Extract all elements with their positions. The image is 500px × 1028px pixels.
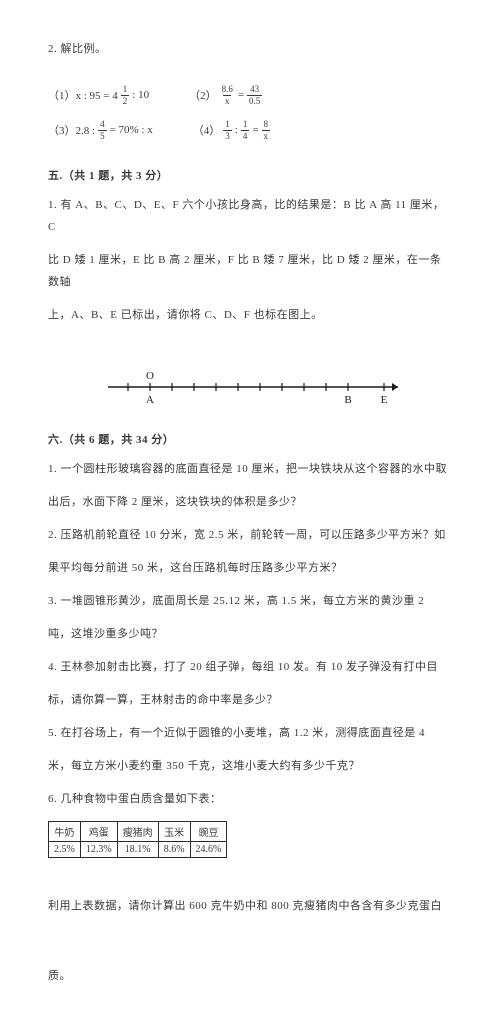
eq4-b-den: 4 [241, 130, 250, 141]
s6-q4-l1: 4. 王林参加射击比赛，打了 20 组子弹，每组 10 发。有 10 发子弹没有… [48, 656, 452, 678]
table-row: 2.5%12.3%18.1%8.6%24.6% [49, 841, 227, 857]
eq4-frac-b: 1 4 [241, 120, 250, 141]
s6-q2-l1: 2. 压路机前轮直径 10 分米，宽 2.5 米，前轮转一周，可以压路多少平方米… [48, 524, 452, 546]
eq3-frac-den: 5 [98, 130, 107, 141]
table-cell: 12.3% [80, 841, 117, 857]
table-header-cell: 牛奶 [49, 821, 81, 841]
table-header-cell: 玉米 [158, 821, 190, 841]
eq2-l-num: 8.6 [220, 85, 235, 95]
eq-4: （4） 1 3 : 1 4 = 8 x [193, 120, 271, 141]
eq1-frac-num: 1 [121, 85, 130, 95]
s6-q4-l2: 标，请你算一算，王林射击的命中率是多少？ [48, 689, 452, 711]
s6-q5-l1: 5. 在打谷场上，有一个近似于圆锥的小麦堆，高 1.2 米，测得底面直径是 4 [48, 722, 452, 744]
eq2-r-den: 0.5 [247, 95, 262, 106]
eq3-suffix: = 70% : x [110, 124, 153, 136]
eq4-frac-a: 1 3 [223, 120, 232, 141]
eq1-prefix: （1）x : 95 = 4 [48, 87, 118, 103]
eq2-l-den: x [223, 95, 232, 106]
eq2-eq: = [238, 89, 244, 101]
table-row: 牛奶鸡蛋瘦猪肉玉米豌豆 [49, 821, 227, 841]
eq2-r-num: 43 [248, 85, 261, 95]
table-cell: 18.1% [117, 841, 158, 857]
eq4-c-den: x [262, 130, 271, 141]
s6-q6-l1: 6. 几种食物中蛋白质含量如下表： [48, 788, 452, 810]
eq1-frac-den: 2 [121, 95, 130, 106]
eq4-a-num: 1 [223, 120, 232, 130]
eq4-frac-c: 8 x [262, 120, 271, 141]
svg-text:O: O [146, 370, 154, 382]
eq4-b-num: 1 [241, 120, 250, 130]
number-line-figure: AO B E [48, 361, 448, 411]
equation-row-1: （1）x : 95 = 4 1 2 : 10 （2） 8.6 x = 43 0.… [48, 85, 452, 106]
s5-q1-l3: 上，A、B、E 已标出，请你将 C、D、F 也标在图上。 [48, 304, 452, 326]
eq4-prefix: （4） [193, 122, 221, 138]
eq2-frac-l: 8.6 x [220, 85, 235, 106]
eq2-frac-r: 43 0.5 [247, 85, 262, 106]
s5-q1-l1: 1. 有 A、B、C、D、E、F 六个小孩比身高，比的结果是：B 比 A 高 1… [48, 194, 452, 238]
svg-text:A: A [146, 394, 154, 406]
protein-table: 牛奶鸡蛋瘦猪肉玉米豌豆 2.5%12.3%18.1%8.6%24.6% [48, 821, 227, 858]
eq1-frac: 1 2 [121, 85, 130, 106]
equation-row-2: （3）2.8 : 4 5 = 70% : x （4） 1 3 : 1 4 [48, 120, 452, 141]
eq3-prefix: （3）2.8 : [48, 122, 95, 138]
eq4-a-den: 3 [223, 130, 232, 141]
table-cell: 8.6% [158, 841, 190, 857]
table-header-cell: 豌豆 [190, 821, 227, 841]
table-header-cell: 鸡蛋 [80, 821, 117, 841]
q2-title: 2. 解比例。 [48, 40, 452, 59]
eq4-eq: = [252, 124, 258, 136]
svg-text:B: B [344, 394, 351, 406]
section-6-title: 六.（共 6 题，共 34 分） [48, 431, 452, 447]
eq2-prefix: （2） [189, 87, 217, 103]
eq-2: （2） 8.6 x = 43 0.5 [189, 85, 263, 106]
s6-tail-l1: 利用上表数据，请你计算出 600 克牛奶中和 800 克瘦猪肉中各含有多少克蛋白 [48, 895, 452, 917]
eq-1: （1）x : 95 = 4 1 2 : 10 [48, 85, 149, 106]
eq3-frac: 4 5 [98, 120, 107, 141]
s6-tail-l2: 质。 [48, 965, 452, 987]
s6-q5-l2: 米，每立方米小麦约重 350 千克，这堆小麦大约有多少千克？ [48, 755, 452, 777]
table-cell: 24.6% [190, 841, 227, 857]
s6-q2-l2: 果平均每分前进 50 米，这台压路机每时压路多少平方米？ [48, 557, 452, 579]
s5-q1-l2: 比 D 矮 1 厘米，E 比 B 高 2 厘米，F 比 B 矮 7 厘米，比 D… [48, 249, 452, 293]
section-5-title: 五.（共 1 题，共 3 分） [48, 167, 452, 183]
table-header-cell: 瘦猪肉 [117, 821, 158, 841]
equation-block: （1）x : 95 = 4 1 2 : 10 （2） 8.6 x = 43 0.… [48, 85, 452, 141]
svg-text:E: E [381, 394, 388, 406]
s6-q1-l2: 出后，水面下降 2 厘米，这块铁块的体积是多少？ [48, 491, 452, 513]
s6-q3-l2: 吨，这堆沙重多少吨？ [48, 623, 452, 645]
eq1-suffix: : 10 [132, 89, 149, 101]
eq4-c-num: 8 [262, 120, 271, 130]
s6-q1-l1: 1. 一个圆柱形玻璃容器的底面直径是 10 厘米，把一块铁块从这个容器的水中取 [48, 458, 452, 480]
eq4-colon: : [235, 124, 238, 136]
eq-3: （3）2.8 : 4 5 = 70% : x [48, 120, 153, 141]
s6-q3-l1: 3. 一堆圆锥形黄沙，底面周长是 25.12 米，高 1.5 米，每立方米的黄沙… [48, 590, 452, 612]
eq3-frac-num: 4 [98, 120, 107, 130]
table-cell: 2.5% [49, 841, 81, 857]
